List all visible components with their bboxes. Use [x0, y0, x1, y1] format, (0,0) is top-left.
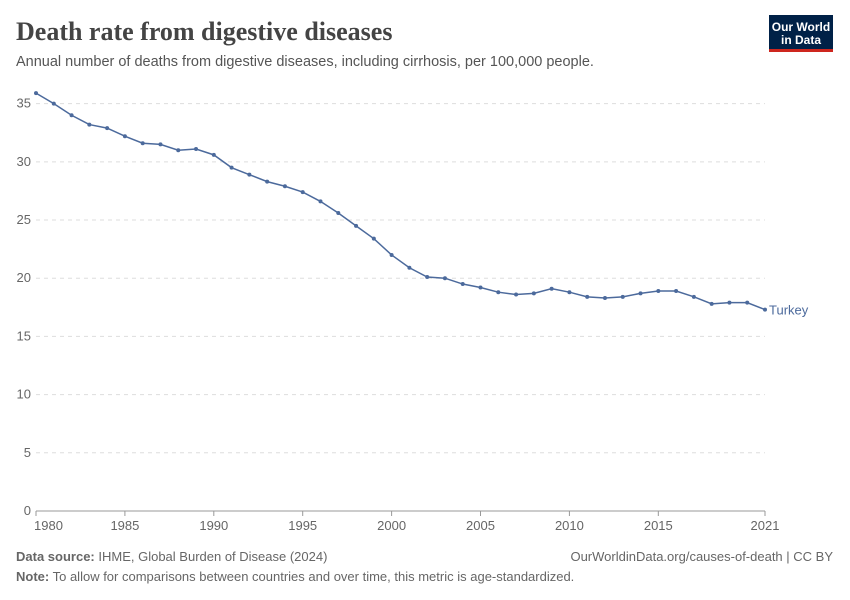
point [371, 236, 376, 241]
x-tick-label: 2005 [466, 518, 495, 533]
point [336, 211, 341, 216]
point [194, 147, 199, 152]
source-label: Data source: [16, 549, 95, 564]
point [460, 282, 465, 287]
point [211, 152, 216, 157]
point [407, 265, 412, 270]
logo-bar [769, 49, 833, 52]
y-tick-label: 35 [17, 96, 31, 111]
logo-box [769, 15, 833, 52]
point [122, 134, 127, 139]
logo-text: in Data [781, 33, 821, 47]
point [656, 289, 661, 294]
point [442, 276, 447, 281]
chart-subtitle: Annual number of deaths from digestive d… [16, 54, 594, 70]
point [745, 300, 750, 305]
y-tick-label: 30 [17, 154, 31, 169]
point [247, 172, 252, 177]
point [265, 179, 270, 184]
x-tick-label: 1985 [110, 518, 139, 533]
x-tick-label: 2021 [751, 518, 780, 533]
y-tick-label: 10 [17, 387, 31, 402]
point [549, 286, 554, 291]
point [496, 290, 501, 295]
x-tick-label: 1995 [288, 518, 317, 533]
logo[interactable]: Our World in Data [769, 15, 833, 52]
point [389, 252, 394, 257]
x-tick-label: 1980 [34, 518, 63, 533]
y-tick-label: 5 [24, 445, 31, 460]
line [35, 92, 766, 311]
point [531, 291, 536, 296]
x-tick-label: 2015 [644, 518, 673, 533]
point [620, 294, 625, 299]
point [585, 294, 590, 299]
y-tick-label: 25 [17, 212, 31, 227]
point [709, 301, 714, 306]
point [69, 113, 74, 118]
note: Note: To allow for comparisons between c… [16, 569, 574, 584]
point [354, 223, 359, 228]
point [691, 294, 696, 299]
point [567, 290, 572, 295]
point [638, 291, 643, 296]
note-label: Note: [16, 569, 49, 584]
note-text: To allow for comparisons between countri… [53, 569, 575, 584]
point [282, 184, 287, 189]
chart-title: Death rate from digestive diseases [16, 17, 392, 46]
point [158, 142, 163, 147]
y-tick-label: 15 [17, 328, 31, 343]
point [674, 289, 679, 294]
point [176, 148, 181, 153]
url[interactable]: OurWorldinData.org/causes-of-death | CC … [570, 549, 833, 564]
point [300, 190, 305, 195]
source-text: IHME, Global Burden of Disease (2024) [98, 549, 327, 564]
point [87, 122, 92, 127]
x-tick-label: 2010 [555, 518, 584, 533]
point [51, 101, 56, 106]
y-tick-label: 20 [17, 270, 31, 285]
point [727, 300, 732, 305]
x-tick-label: 1990 [199, 518, 228, 533]
point [514, 292, 519, 297]
point [229, 165, 234, 170]
point [425, 275, 430, 280]
point [763, 307, 767, 312]
logo-text: Our World [772, 20, 830, 34]
source: Data source: IHME, Global Burden of Dise… [16, 549, 327, 564]
x-tick-label: 2000 [377, 518, 406, 533]
point [478, 285, 483, 290]
y-tick-label: 0 [24, 503, 31, 518]
point [318, 199, 323, 204]
point [34, 91, 38, 96]
series-label: Turkey [769, 303, 809, 318]
point [140, 141, 145, 146]
point [105, 126, 110, 131]
point [602, 296, 607, 301]
